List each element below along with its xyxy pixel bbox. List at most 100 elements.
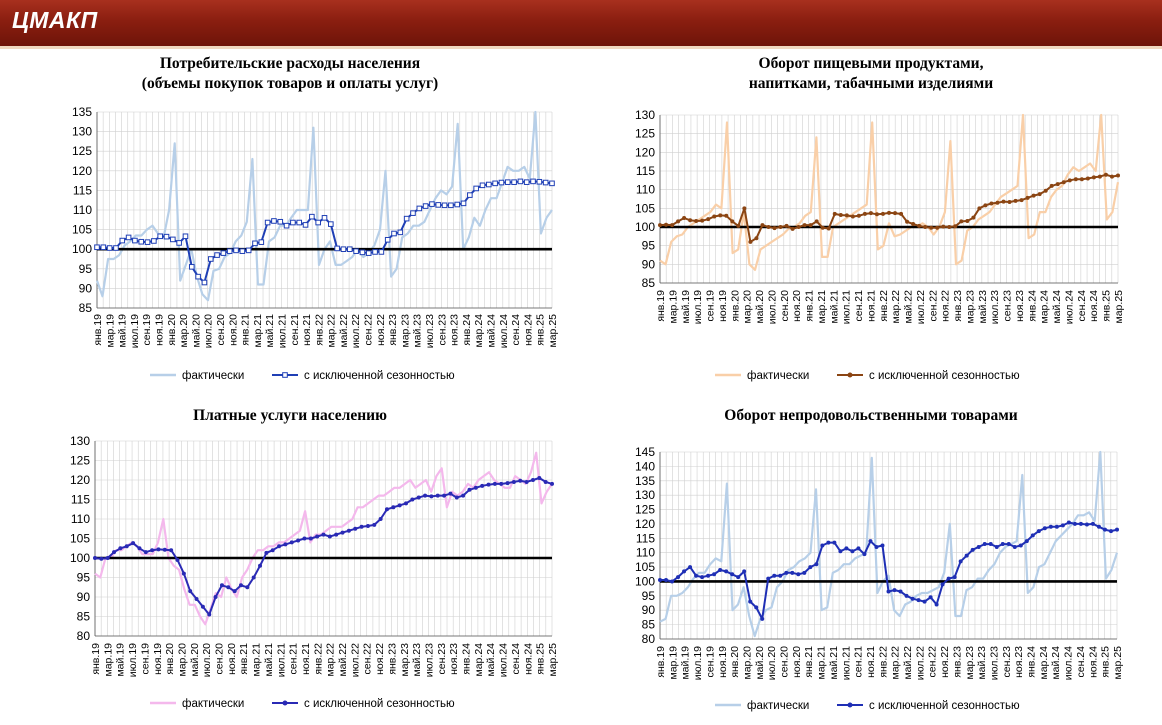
x-tick-label: ноя.20 xyxy=(226,643,238,675)
series-point-sa xyxy=(238,583,243,588)
x-tick-label: мар.21 xyxy=(252,314,264,348)
series-point-sa xyxy=(156,547,161,552)
y-tick-label: 120 xyxy=(70,473,90,487)
series-point-sa xyxy=(1048,524,1053,529)
series-point-sa xyxy=(1030,533,1035,538)
series-point-sa xyxy=(1013,198,1018,203)
series-point-sa xyxy=(959,219,964,224)
series-point-sa xyxy=(838,213,843,218)
series-point-sa xyxy=(1108,529,1113,534)
series-point-sa xyxy=(670,223,675,228)
x-tick-label: янв.25 xyxy=(1101,290,1113,322)
series-point-sa xyxy=(682,216,687,221)
y-tick-label: 115 xyxy=(636,164,655,178)
x-tick-label: ноя.19 xyxy=(717,290,729,322)
series-point-sa xyxy=(309,213,315,220)
y-tick-label: 120 xyxy=(72,164,92,178)
series-point-sa xyxy=(391,505,396,510)
series-point-sa xyxy=(911,222,916,227)
series-point-sa xyxy=(1084,522,1089,527)
y-tick-label: 125 xyxy=(635,127,655,141)
legend-marker-sa xyxy=(847,702,853,708)
series-point-sa xyxy=(302,222,309,228)
series-point-sa xyxy=(264,550,269,555)
x-tick-label: ноя.20 xyxy=(227,314,239,346)
legend-label-actual: фактически xyxy=(747,370,809,382)
x-tick-label: сен.19 xyxy=(139,643,151,675)
x-tick-label: ноя.24 xyxy=(1087,646,1099,678)
legend-label-sa: с исключенной сезонностью xyxy=(304,698,455,710)
y-tick-label: 125 xyxy=(72,144,92,158)
x-tick-label: ноя.19 xyxy=(154,314,166,346)
x-tick-label: янв.22 xyxy=(878,290,890,322)
series-point-sa xyxy=(454,201,461,208)
x-tick-label: май.24 xyxy=(1051,290,1063,324)
series-point-sa xyxy=(429,201,435,207)
x-tick-label: янв.23 xyxy=(951,646,963,678)
x-tick-label: мар.20 xyxy=(742,646,754,680)
series-point-sa xyxy=(700,218,705,223)
x-tick-label: сен.19 xyxy=(141,314,153,346)
x-tick-label: ноя.21 xyxy=(300,643,312,675)
series-point-sa xyxy=(724,569,729,574)
x-tick-label: июл.21 xyxy=(275,643,287,677)
x-tick-label: мар.21 xyxy=(816,646,828,680)
x-tick-label: июл.19 xyxy=(692,290,704,324)
x-tick-label: янв.20 xyxy=(729,646,741,678)
x-tick-label: сен.19 xyxy=(704,646,716,678)
series-point-sa xyxy=(856,213,861,218)
x-tick-label: мар.20 xyxy=(742,290,754,324)
series-point-sa xyxy=(766,225,771,229)
x-tick-label: мар.24 xyxy=(1038,646,1050,680)
series-point-sa xyxy=(384,236,391,243)
y-tick-label: 110 xyxy=(71,512,90,526)
series-point-sa xyxy=(321,532,326,537)
series-point-sa xyxy=(658,578,662,583)
chart-title-line: Оборот пищевыми продуктами, xyxy=(758,55,984,72)
series-point-sa xyxy=(454,495,459,500)
series-point-sa xyxy=(670,579,675,584)
x-tick-label: май.19 xyxy=(680,290,692,324)
y-tick-label: 85 xyxy=(642,618,656,632)
series-point-sa xyxy=(953,224,958,229)
series-point-sa xyxy=(700,575,705,580)
series-point-sa xyxy=(543,479,548,484)
series-point-sa xyxy=(1060,523,1065,528)
series-point-sa xyxy=(898,589,903,594)
series-point-sa xyxy=(910,596,915,601)
series-point-sa xyxy=(188,589,193,594)
series-point-sa xyxy=(718,213,723,218)
x-tick-label: мар.19 xyxy=(667,290,679,324)
y-tick-label: 115 xyxy=(636,531,655,545)
series-point-sa xyxy=(1031,193,1036,198)
series-point-sa xyxy=(315,219,321,226)
x-tick-label: май.20 xyxy=(190,314,202,348)
x-tick-label: мар.24 xyxy=(473,643,485,677)
series-point-sa xyxy=(941,224,946,229)
series-point-sa xyxy=(1096,524,1101,529)
x-tick-label: янв.25 xyxy=(535,643,547,675)
y-tick-label: 110 xyxy=(636,183,655,197)
series-point-sa xyxy=(736,575,741,580)
x-tick-label: мар.19 xyxy=(104,314,116,348)
series-point-sa xyxy=(802,223,807,228)
y-tick-label: 125 xyxy=(70,454,90,468)
series-point-sa xyxy=(511,179,517,185)
series-point-sa xyxy=(549,180,555,187)
series-point-sa xyxy=(384,507,389,512)
series-point-sa xyxy=(327,534,332,539)
series-point-sa xyxy=(460,200,467,207)
series-point-sa xyxy=(277,544,282,549)
x-tick-label: мар.25 xyxy=(1113,290,1125,324)
series-point-sa xyxy=(935,225,940,230)
series-point-sa xyxy=(850,214,855,219)
series-point-sa xyxy=(365,524,370,529)
chart-panel-nonfood-turnover: Оборот непродовольственными товарами 80 8… xyxy=(580,395,1162,725)
x-tick-label: сен.20 xyxy=(214,643,226,675)
y-tick-label: 130 xyxy=(72,125,92,139)
x-tick-label: июл.20 xyxy=(766,290,778,324)
series-point-sa xyxy=(550,481,554,486)
series-point-sa xyxy=(784,223,789,228)
series-point-sa xyxy=(923,225,928,229)
